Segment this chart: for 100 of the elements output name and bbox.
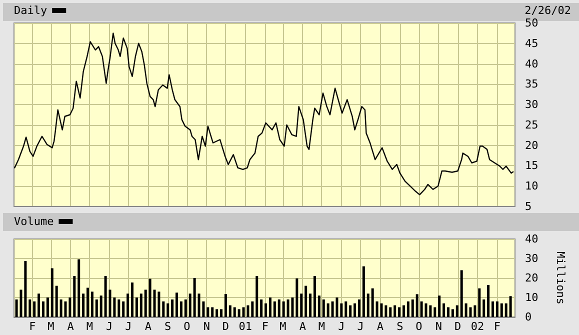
bar	[309, 294, 312, 317]
y-tick-label: 15	[525, 159, 538, 172]
y-tick-label: 40	[525, 232, 538, 246]
bar	[349, 305, 352, 317]
bar	[402, 305, 405, 317]
y-tick-label: 35	[525, 78, 538, 91]
bar	[153, 290, 156, 317]
x-tick-label: F	[262, 320, 268, 333]
x-tick-label: M	[318, 320, 326, 333]
bar	[331, 301, 334, 317]
x-tick-label: A	[67, 320, 74, 333]
bar	[509, 296, 512, 317]
bar	[304, 286, 308, 317]
bar	[389, 307, 392, 317]
x-tick-label: J	[357, 320, 364, 333]
x-tick-label: J	[125, 320, 132, 333]
legend-label: Volume	[14, 215, 54, 228]
y-tick-label: 20	[525, 272, 538, 284]
bar	[438, 296, 441, 317]
text: 2/26/02	[524, 4, 571, 17]
y-tick-label: 30	[525, 98, 538, 112]
x-tick-label: N	[435, 320, 442, 333]
bar	[384, 305, 388, 317]
bar	[340, 303, 343, 317]
x-tick-label: A	[376, 320, 384, 333]
bar	[148, 278, 152, 317]
bar	[282, 301, 285, 317]
y-tick-label: 50	[525, 16, 538, 30]
bar	[500, 303, 503, 317]
bar	[278, 299, 280, 317]
x-tick-label: F	[494, 320, 501, 333]
x-tick-label: M	[280, 320, 287, 333]
bar	[228, 305, 232, 317]
bar	[504, 303, 508, 317]
x-tick-label: J	[106, 320, 113, 333]
bar	[300, 294, 303, 317]
x-tick-label: M	[48, 320, 55, 333]
y-tick-label: 0	[525, 310, 532, 324]
bar	[180, 301, 182, 317]
bar	[38, 294, 40, 317]
bar	[291, 298, 294, 317]
bar	[166, 303, 170, 317]
x-tick-label: D	[454, 320, 462, 333]
bar	[268, 298, 272, 317]
bar	[108, 290, 112, 317]
bar	[420, 301, 423, 317]
x-tick-label: S	[396, 320, 404, 333]
x-tick-label: J	[338, 320, 345, 333]
bar	[460, 270, 463, 317]
bar	[73, 276, 76, 317]
bar	[451, 309, 454, 317]
bar	[336, 298, 338, 317]
bar	[220, 309, 223, 317]
x-tick-label: N	[203, 320, 210, 333]
bar	[260, 299, 263, 317]
bar	[496, 301, 498, 317]
bar	[176, 292, 178, 317]
bar	[446, 307, 450, 317]
bar	[90, 292, 94, 317]
bar	[487, 285, 490, 317]
bar	[366, 294, 370, 317]
bar	[398, 307, 401, 317]
bar	[184, 299, 187, 317]
x-tick-label: 02	[470, 320, 484, 333]
bar	[424, 303, 428, 317]
bar	[326, 303, 330, 317]
bar	[140, 294, 142, 317]
bar	[206, 307, 210, 317]
bar	[354, 303, 356, 317]
bar	[492, 301, 494, 317]
bar	[126, 294, 130, 317]
bar	[42, 301, 44, 317]
bar	[162, 301, 165, 317]
bar	[442, 303, 446, 317]
bar	[464, 303, 468, 317]
bar	[296, 278, 298, 317]
bar	[482, 299, 486, 317]
bar	[60, 299, 62, 317]
bar	[469, 307, 472, 317]
bar	[406, 301, 410, 317]
bar	[64, 301, 67, 317]
bar	[242, 307, 245, 317]
bar	[55, 286, 58, 317]
bar	[198, 294, 200, 317]
bar	[434, 307, 436, 317]
y-axis-title: Millions	[554, 252, 567, 304]
bar	[251, 301, 254, 317]
y-tick-label: 20	[525, 138, 538, 152]
bar	[429, 305, 432, 317]
bar	[371, 288, 374, 317]
bar	[216, 309, 218, 317]
bar	[193, 278, 196, 317]
bar	[474, 305, 476, 317]
bar	[24, 261, 27, 317]
bar	[344, 301, 348, 317]
bar	[362, 266, 365, 317]
bar	[20, 290, 22, 317]
y-tick-label: 25	[525, 118, 538, 132]
bar	[358, 299, 360, 317]
bar	[246, 305, 250, 317]
